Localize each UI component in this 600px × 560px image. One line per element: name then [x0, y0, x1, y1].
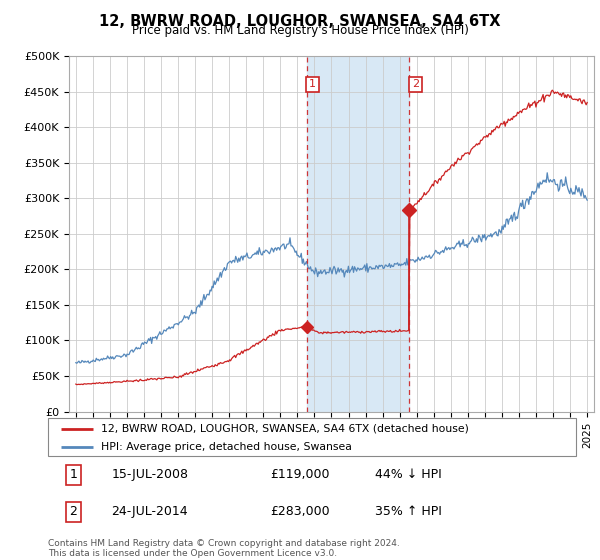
Text: 1: 1: [309, 80, 316, 90]
Text: Price paid vs. HM Land Registry's House Price Index (HPI): Price paid vs. HM Land Registry's House …: [131, 24, 469, 37]
Text: 1: 1: [70, 468, 77, 481]
FancyBboxPatch shape: [48, 418, 576, 456]
Text: £119,000: £119,000: [270, 468, 329, 481]
Text: Contains HM Land Registry data © Crown copyright and database right 2024.
This d: Contains HM Land Registry data © Crown c…: [48, 539, 400, 558]
Text: HPI: Average price, detached house, Swansea: HPI: Average price, detached house, Swan…: [101, 442, 352, 452]
Text: £283,000: £283,000: [270, 505, 329, 518]
Bar: [307, 56, 409, 412]
Text: 44% ↓ HPI: 44% ↓ HPI: [376, 468, 442, 481]
Text: 12, BWRW ROAD, LOUGHOR, SWANSEA, SA4 6TX: 12, BWRW ROAD, LOUGHOR, SWANSEA, SA4 6TX: [99, 14, 501, 29]
Text: 2: 2: [70, 505, 77, 518]
Text: 35% ↑ HPI: 35% ↑ HPI: [376, 505, 442, 518]
Text: 24-JUL-2014: 24-JUL-2014: [112, 505, 188, 518]
Text: 2: 2: [412, 80, 419, 90]
Text: 12, BWRW ROAD, LOUGHOR, SWANSEA, SA4 6TX (detached house): 12, BWRW ROAD, LOUGHOR, SWANSEA, SA4 6TX…: [101, 424, 469, 434]
Text: 15-JUL-2008: 15-JUL-2008: [112, 468, 188, 481]
